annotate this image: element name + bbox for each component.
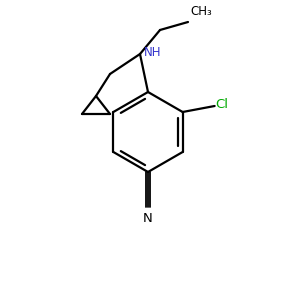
Text: CH₃: CH₃ xyxy=(190,5,212,18)
Text: NH: NH xyxy=(144,46,161,59)
Text: Cl: Cl xyxy=(216,98,229,110)
Text: N: N xyxy=(143,212,153,225)
